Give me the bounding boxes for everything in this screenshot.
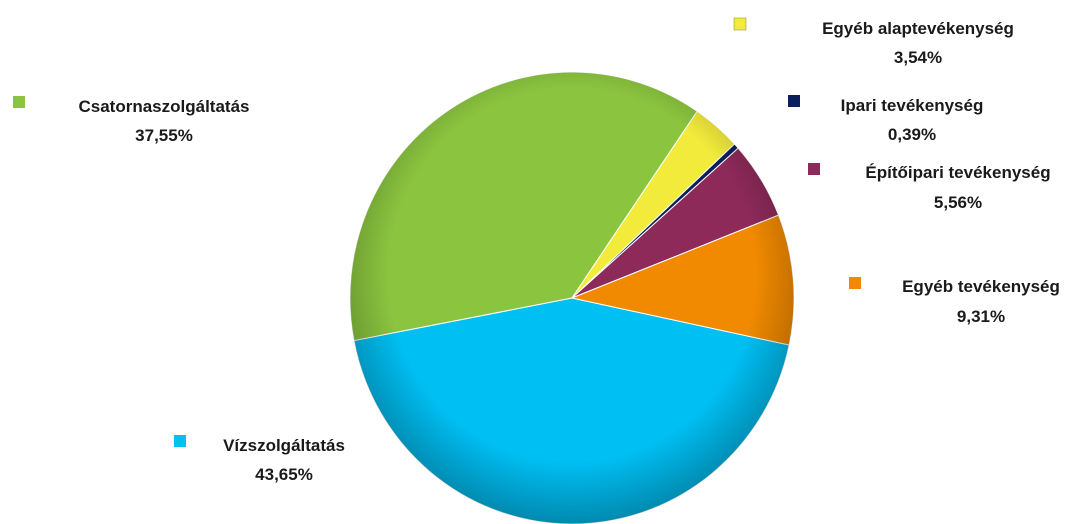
legend-marker [808, 163, 820, 175]
legend-marker [733, 17, 747, 31]
slice-name: Egyéb tevékenység [902, 277, 1060, 296]
legend-marker [174, 435, 186, 447]
label-vizszolgaltatas: Vízszolgáltatás 43,65% [174, 435, 345, 484]
slice-percent: 5,56% [934, 193, 982, 212]
slice-name: Egyéb alaptevékenység [822, 19, 1014, 38]
legend-marker [13, 96, 25, 108]
slice-name: Vízszolgáltatás [223, 436, 345, 455]
slice-percent: 9,31% [957, 307, 1005, 326]
label-egyeb-alaptevekenyseg: Egyéb alaptevékenység 3,54% [733, 17, 1014, 67]
legend-marker [849, 277, 861, 289]
slice-percent: 0,39% [888, 125, 936, 144]
label-ipari-tevekenyseg: Ipari tevékenység 0,39% [788, 95, 983, 144]
slice-percent: 37,55% [135, 126, 193, 145]
label-epitoipari-tevekenyseg: Építőipari tevékenység 5,56% [808, 163, 1051, 212]
slice-name: Építőipari tevékenység [865, 163, 1050, 182]
legend-marker [788, 95, 800, 107]
slice-percent: 43,65% [255, 465, 313, 484]
slice-percent: 3,54% [894, 48, 942, 67]
slice-name: Csatornaszolgáltatás [79, 97, 250, 116]
label-egyeb-tevekenyseg: Egyéb tevékenység 9,31% [849, 277, 1060, 326]
slice-name: Ipari tevékenység [841, 96, 984, 115]
pie-shading [350, 72, 794, 524]
label-csatornaszolgaltatas: Csatornaszolgáltatás 37,55% [13, 96, 250, 145]
